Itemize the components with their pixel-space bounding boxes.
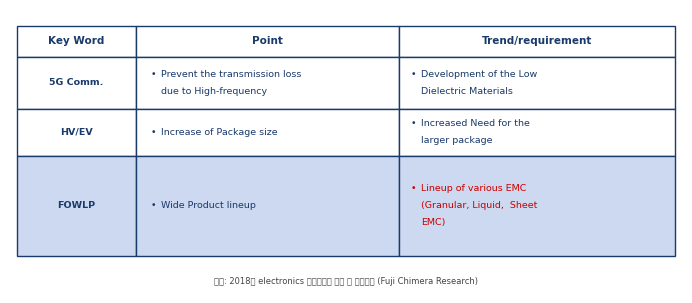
Bar	[399, 109, 675, 156]
Text: •: •	[411, 119, 417, 128]
Text: Point: Point	[252, 36, 282, 46]
Text: Increase of Package size: Increase of Package size	[161, 128, 277, 137]
Bar	[17, 109, 136, 156]
Bar	[136, 109, 399, 156]
Bar	[17, 57, 136, 109]
Bar	[17, 156, 136, 256]
Text: Dielectric Materials: Dielectric Materials	[421, 87, 513, 96]
Text: Increased Need for the: Increased Need for the	[421, 119, 529, 128]
Text: 출치: 2018년 electronics 첨단소재의 현황 및 채용전망 (Fuji Chimera Research): 출치: 2018년 electronics 첨단소재의 현황 및 채용전망 (F…	[214, 277, 478, 286]
Text: EMC): EMC)	[421, 218, 445, 228]
Text: due to High-frequency: due to High-frequency	[161, 87, 266, 96]
Text: Key Word: Key Word	[48, 36, 104, 46]
Text: Trend/requirement: Trend/requirement	[482, 36, 592, 46]
Text: Wide Product lineup: Wide Product lineup	[161, 201, 255, 211]
Text: HV/EV: HV/EV	[60, 128, 93, 137]
Text: •: •	[151, 70, 156, 79]
Bar	[399, 57, 675, 109]
Text: larger package: larger package	[421, 136, 492, 145]
Bar	[399, 156, 675, 256]
Text: •: •	[411, 70, 417, 79]
Text: FOWLP: FOWLP	[57, 201, 95, 211]
Text: Development of the Low: Development of the Low	[421, 70, 537, 79]
Text: •: •	[151, 128, 156, 137]
Bar	[136, 26, 399, 57]
Bar	[17, 26, 136, 57]
Bar	[136, 57, 399, 109]
Text: Prevent the transmission loss: Prevent the transmission loss	[161, 70, 301, 79]
Bar	[399, 26, 675, 57]
Text: 5G Comm.: 5G Comm.	[49, 78, 104, 87]
Text: •: •	[151, 201, 156, 211]
Text: (Granular, Liquid,  Sheet: (Granular, Liquid, Sheet	[421, 201, 537, 211]
Text: Lineup of various EMC: Lineup of various EMC	[421, 185, 526, 194]
Text: •: •	[411, 185, 417, 194]
Bar	[136, 156, 399, 256]
